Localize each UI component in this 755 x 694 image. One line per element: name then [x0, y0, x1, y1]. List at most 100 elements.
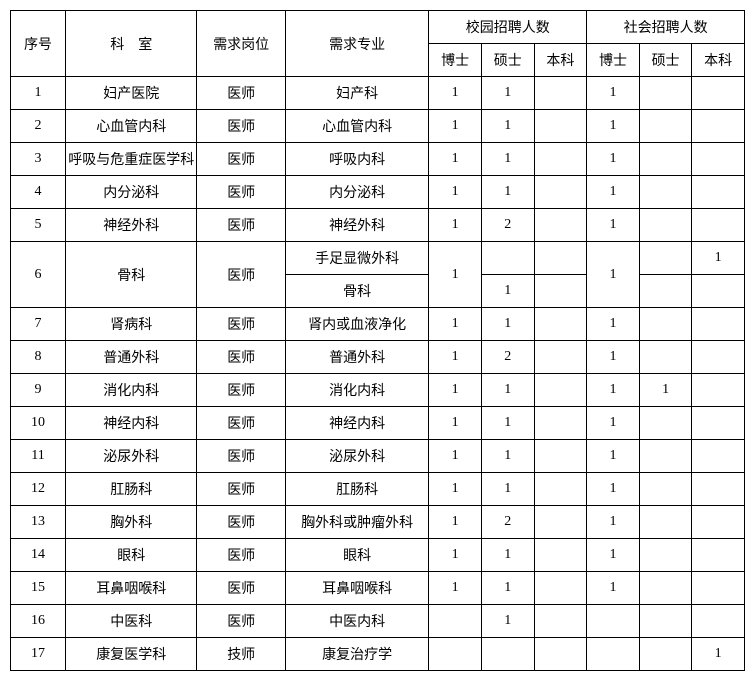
- cell-major: 妇产科: [285, 77, 428, 110]
- cell-major: 康复治疗学: [285, 638, 428, 671]
- table-row: 7 肾病科 医师 肾内或血液净化 1 1 1: [11, 308, 745, 341]
- cell-social-phd: [587, 638, 640, 671]
- header-major: 需求专业: [285, 11, 428, 77]
- cell-social-master: [639, 572, 692, 605]
- cell-campus-master: 1: [481, 572, 534, 605]
- cell-seq: 9: [11, 374, 66, 407]
- table-row: 6 骨科 医师 手足显微外科 1 1 1: [11, 242, 745, 275]
- cell-social-bachelor: [692, 539, 745, 572]
- cell-social-master: [639, 143, 692, 176]
- cell-social-phd: 1: [587, 176, 640, 209]
- cell-campus-phd: 1: [429, 341, 482, 374]
- cell-social-bachelor: [692, 110, 745, 143]
- cell-major: 神经外科: [285, 209, 428, 242]
- header-dept: 科 室: [65, 11, 196, 77]
- header-campus-master: 硕士: [481, 44, 534, 77]
- cell-major: 耳鼻咽喉科: [285, 572, 428, 605]
- cell-social-master: [639, 176, 692, 209]
- table-row: 2 心血管内科 医师 心血管内科 1 1 1: [11, 110, 745, 143]
- cell-dept: 肛肠科: [65, 473, 196, 506]
- table-row: 1 妇产医院 医师 妇产科 1 1 1: [11, 77, 745, 110]
- cell-social-phd: 1: [587, 506, 640, 539]
- cell-major: 呼吸内科: [285, 143, 428, 176]
- cell-social-master: [639, 539, 692, 572]
- header-social-phd: 博士: [587, 44, 640, 77]
- cell-post: 医师: [197, 407, 285, 440]
- cell-campus-master: 1: [481, 440, 534, 473]
- header-campus-bachelor: 本科: [534, 44, 587, 77]
- cell-campus-bachelor: [534, 242, 587, 275]
- cell-post: 医师: [197, 77, 285, 110]
- cell-major: 普通外科: [285, 341, 428, 374]
- cell-post: 医师: [197, 506, 285, 539]
- cell-seq: 6: [11, 242, 66, 308]
- cell-campus-master: 1: [481, 275, 534, 308]
- cell-social-phd: 1: [587, 143, 640, 176]
- table-row: 5 神经外科 医师 神经外科 1 2 1: [11, 209, 745, 242]
- header-social-group: 社会招聘人数: [587, 11, 745, 44]
- cell-major: 消化内科: [285, 374, 428, 407]
- cell-seq: 8: [11, 341, 66, 374]
- header-social-master: 硕士: [639, 44, 692, 77]
- cell-social-bachelor: [692, 209, 745, 242]
- cell-campus-bachelor: [534, 143, 587, 176]
- cell-campus-bachelor: [534, 110, 587, 143]
- cell-social-bachelor: 1: [692, 242, 745, 275]
- cell-campus-phd: [429, 605, 482, 638]
- header-campus-group: 校园招聘人数: [429, 11, 587, 44]
- cell-major: 手足显微外科: [285, 242, 428, 275]
- cell-social-master: [639, 308, 692, 341]
- cell-campus-bachelor: [534, 506, 587, 539]
- cell-social-bachelor: [692, 374, 745, 407]
- cell-social-phd: [587, 605, 640, 638]
- cell-social-master: [639, 77, 692, 110]
- cell-major: 肾内或血液净化: [285, 308, 428, 341]
- cell-campus-bachelor: [534, 473, 587, 506]
- cell-campus-master: 2: [481, 341, 534, 374]
- cell-campus-phd: 1: [429, 440, 482, 473]
- cell-campus-phd: 1: [429, 242, 482, 308]
- header-post: 需求岗位: [197, 11, 285, 77]
- cell-campus-master: 1: [481, 110, 534, 143]
- table-row: 14 眼科 医师 眼科 1 1 1: [11, 539, 745, 572]
- cell-social-master: [639, 110, 692, 143]
- cell-campus-phd: 1: [429, 176, 482, 209]
- cell-campus-phd: 1: [429, 407, 482, 440]
- cell-seq: 1: [11, 77, 66, 110]
- cell-post: 医师: [197, 572, 285, 605]
- cell-dept: 胸外科: [65, 506, 196, 539]
- cell-social-master: [639, 638, 692, 671]
- cell-social-master: [639, 209, 692, 242]
- cell-campus-phd: 1: [429, 110, 482, 143]
- cell-campus-phd: 1: [429, 473, 482, 506]
- cell-major: 眼科: [285, 539, 428, 572]
- cell-campus-bachelor: [534, 605, 587, 638]
- cell-social-phd: 1: [587, 308, 640, 341]
- cell-social-bachelor: [692, 143, 745, 176]
- cell-social-bachelor: 1: [692, 638, 745, 671]
- cell-dept: 骨科: [65, 242, 196, 308]
- cell-post: 技师: [197, 638, 285, 671]
- cell-post: 医师: [197, 539, 285, 572]
- cell-social-bachelor: [692, 407, 745, 440]
- cell-seq: 2: [11, 110, 66, 143]
- cell-social-phd: 1: [587, 572, 640, 605]
- cell-social-master: [639, 341, 692, 374]
- cell-social-master: [639, 473, 692, 506]
- cell-campus-master: 2: [481, 209, 534, 242]
- cell-campus-phd: 1: [429, 143, 482, 176]
- cell-campus-master: 1: [481, 176, 534, 209]
- cell-campus-phd: [429, 638, 482, 671]
- cell-social-master: [639, 440, 692, 473]
- cell-dept: 呼吸与危重症医学科: [65, 143, 196, 176]
- cell-seq: 14: [11, 539, 66, 572]
- table-row: 12 肛肠科 医师 肛肠科 1 1 1: [11, 473, 745, 506]
- table-body: 1 妇产医院 医师 妇产科 1 1 1 2 心血管内科 医师 心血管内科 1 1…: [11, 77, 745, 671]
- cell-campus-bachelor: [534, 176, 587, 209]
- cell-post: 医师: [197, 242, 285, 308]
- cell-post: 医师: [197, 341, 285, 374]
- cell-post: 医师: [197, 374, 285, 407]
- header-campus-phd: 博士: [429, 44, 482, 77]
- cell-campus-phd: 1: [429, 374, 482, 407]
- cell-social-bachelor: [692, 605, 745, 638]
